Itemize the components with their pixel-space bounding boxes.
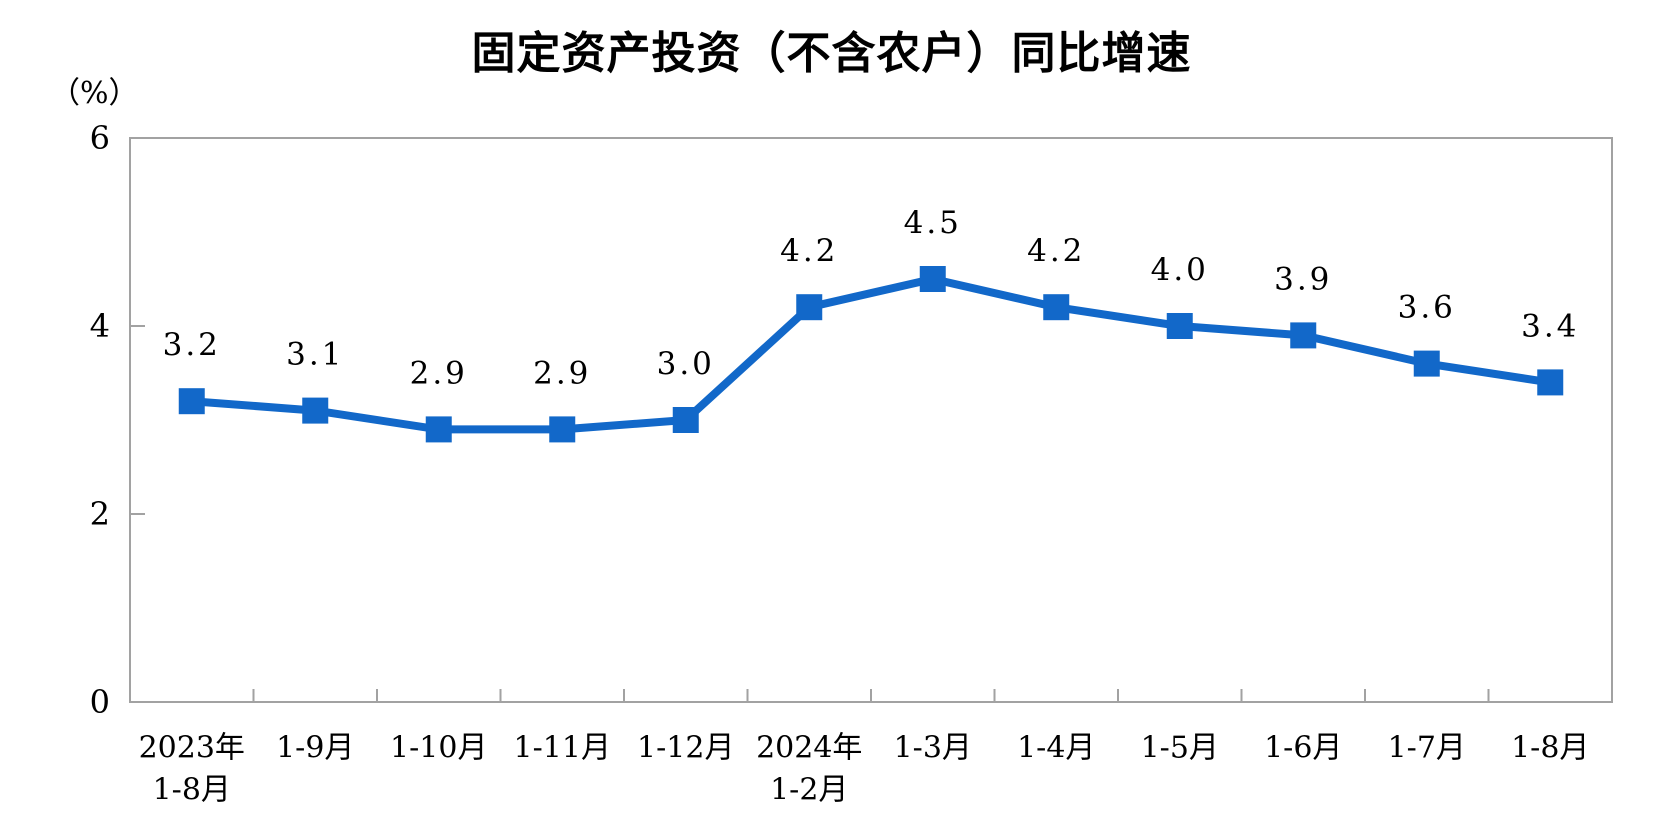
data-point-label: 3.9 xyxy=(1274,261,1332,297)
data-point-label: 4.2 xyxy=(1027,233,1085,269)
chart-title: 固定资产投资（不含农户）同比增速 xyxy=(471,29,1192,78)
data-point-marker xyxy=(1166,313,1193,339)
data-point-marker xyxy=(302,397,329,424)
data-point-label: 3.0 xyxy=(657,346,715,382)
x-axis-tick-label: 1-11月 xyxy=(514,731,611,766)
data-line xyxy=(191,274,1551,434)
data-point-label: 3.2 xyxy=(163,327,221,363)
data-point-label: 4.5 xyxy=(904,205,962,241)
y-axis-tick-label: 4 xyxy=(90,307,110,345)
y-axis-tick-label: 0 xyxy=(90,683,110,721)
x-axis-tick-label: 1-4月 xyxy=(1017,731,1095,766)
y-axis-tick-label: 2 xyxy=(90,495,110,533)
data-point-label: 2.9 xyxy=(533,355,591,391)
x-axis-tick-label: 1-12月 xyxy=(637,731,734,766)
data-point-label: 3.4 xyxy=(1521,308,1579,344)
data-point-label: 3.1 xyxy=(286,337,344,373)
data-point-marker xyxy=(672,407,699,433)
data-point-marker xyxy=(919,266,946,292)
x-axis-tick-label: 1-6月 xyxy=(1264,731,1342,766)
data-point-label: 4.2 xyxy=(780,233,838,269)
x-axis-tick-label: 1-7月 xyxy=(1388,731,1466,766)
data-point-marker xyxy=(425,416,452,443)
x-axis-tick-label: 1-8月 xyxy=(1511,731,1589,766)
data-point-marker xyxy=(796,294,823,321)
y-axis-unit-label: （%） xyxy=(50,76,139,111)
x-axis-tick-label: 1-10月 xyxy=(390,731,487,766)
x-axis-tick-label: 1-5月 xyxy=(1141,731,1219,766)
x-axis-tick-label: 1-9月 xyxy=(276,731,354,766)
data-point-marker xyxy=(549,416,576,443)
x-axis-tick-label: 1-3月 xyxy=(894,731,972,766)
data-point-marker xyxy=(1537,369,1564,396)
data-point-marker xyxy=(1413,350,1440,377)
data-point-marker xyxy=(178,388,205,415)
data-point-marker xyxy=(1043,294,1070,321)
x-axis-tick-label: 2023年 xyxy=(139,731,245,766)
x-axis-tick-label: 2024年 xyxy=(756,731,862,766)
x-axis-tick-label: 1-8月 xyxy=(153,773,231,808)
data-point-label: 3.6 xyxy=(1398,290,1456,326)
x-axis-tick-label: 1-2月 xyxy=(770,773,848,808)
data-point-label: 4.0 xyxy=(1151,252,1209,288)
y-axis-tick-label: 6 xyxy=(90,119,110,157)
data-point-marker xyxy=(1290,322,1317,349)
data-point-label: 2.9 xyxy=(410,355,468,391)
